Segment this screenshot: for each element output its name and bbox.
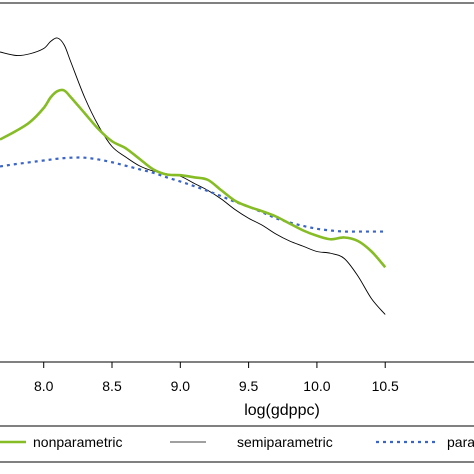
x-tick-label: 10.0 (303, 378, 330, 394)
legend-label-nonparametric: nonparametric (33, 434, 123, 450)
series-layer (0, 37, 387, 315)
legend: nonparametric semiparametric parametric (0, 425, 474, 463)
x-axis-label: log(gdppc) (244, 402, 320, 419)
legend-label-semiparametric: semiparametric (237, 434, 333, 450)
x-tick-label: 9.5 (239, 378, 259, 394)
series-line-nonparametric (0, 88, 387, 269)
plot-area: 8.0 8.5 9.0 9.5 10.0 10.5 (0, 2, 474, 394)
series-line-parametric (0, 156, 386, 233)
x-ticks: 8.0 8.5 9.0 9.5 10.0 10.5 (34, 362, 399, 394)
x-tick-label: 8.0 (34, 378, 54, 394)
legend-label-parametric: parametric (447, 434, 474, 450)
x-tick-label: 10.5 (372, 378, 399, 394)
x-tick-label: 8.5 (102, 378, 122, 394)
x-tick-label: 9.0 (171, 378, 191, 394)
